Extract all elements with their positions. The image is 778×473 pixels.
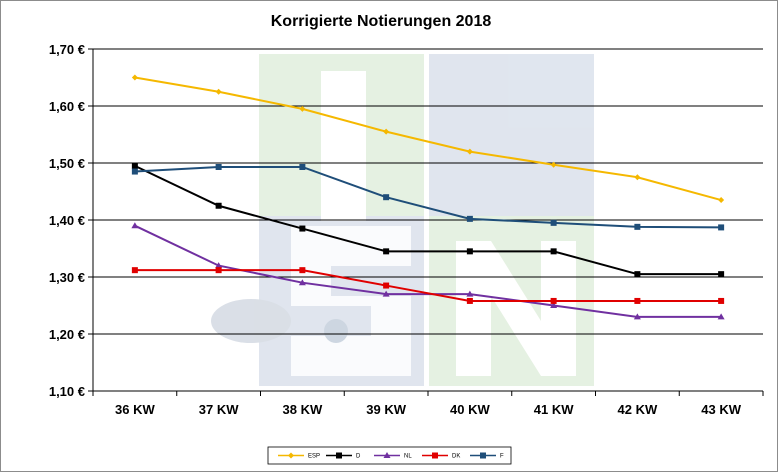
legend-entry-dk: DK bbox=[422, 452, 460, 460]
legend-label-f: F bbox=[500, 454, 504, 460]
data-point-dk bbox=[718, 297, 725, 304]
legend-entry-esp: ESP bbox=[278, 452, 320, 460]
series-line-f bbox=[134, 165, 722, 229]
data-point-f bbox=[299, 163, 306, 170]
data-point-dk bbox=[634, 297, 641, 304]
series-line-d bbox=[134, 164, 722, 276]
axes: 1,10 € 1,20 € 1,30 € 1,40 € 1,50 € 1,60 € 1,70… bbox=[49, 42, 764, 417]
x-tick-label: 40 KW bbox=[450, 402, 490, 417]
data-point-d bbox=[550, 248, 557, 255]
x-tick-label: 37 KW bbox=[199, 402, 239, 417]
data-point-dk bbox=[215, 267, 222, 274]
data-point-dk bbox=[299, 267, 306, 274]
data-point-f bbox=[215, 163, 222, 170]
y-tick-label: 1,40 € bbox=[49, 213, 85, 228]
series-esp bbox=[131, 74, 725, 204]
y-tick-label: 1,60 € bbox=[49, 99, 85, 114]
data-point-dk bbox=[131, 267, 138, 274]
series-line-dk bbox=[134, 269, 722, 302]
data-point-esp bbox=[131, 74, 138, 81]
data-point-f bbox=[550, 219, 557, 226]
x-tick-label: 42 KW bbox=[618, 402, 658, 417]
x-tick-label: 41 KW bbox=[534, 402, 574, 417]
data-point-nl bbox=[215, 262, 223, 269]
legend: ESP D NL DK F bbox=[267, 446, 512, 465]
legend-marker-d bbox=[336, 452, 342, 459]
chart-title: Korrigierte Notierungen 2018 bbox=[271, 13, 492, 30]
grid-lines bbox=[93, 48, 763, 392]
data-point-f bbox=[383, 194, 390, 201]
data-point-f bbox=[718, 224, 725, 231]
data-point-nl bbox=[633, 313, 641, 320]
data-point-esp bbox=[718, 197, 725, 204]
data-point-f bbox=[131, 168, 138, 175]
legend-entry-f: F bbox=[470, 452, 504, 460]
data-point-d bbox=[215, 202, 222, 209]
data-point-d bbox=[634, 271, 641, 278]
y-tick-label: 1,50 € bbox=[49, 156, 85, 171]
data-point-esp bbox=[550, 161, 557, 168]
data-point-nl bbox=[131, 222, 139, 229]
data-point-f bbox=[634, 223, 641, 230]
data-point-esp bbox=[634, 174, 641, 181]
y-tick-label: 1,70 € bbox=[49, 42, 85, 57]
legend-marker-f bbox=[480, 452, 486, 459]
data-point-d bbox=[131, 162, 138, 169]
data-point-nl bbox=[382, 290, 390, 297]
legend-label-nl: NL bbox=[404, 454, 412, 460]
series-dk bbox=[131, 267, 725, 304]
data-point-d bbox=[299, 225, 306, 232]
data-point-f bbox=[466, 215, 473, 222]
legend-marker-dk bbox=[432, 452, 438, 459]
legend-entry-d: D bbox=[326, 452, 361, 460]
series-layer bbox=[131, 74, 725, 320]
x-tick-label: 38 KW bbox=[283, 402, 323, 417]
series-f bbox=[131, 163, 725, 231]
legend-entry-nl: NL bbox=[374, 452, 412, 460]
series-d bbox=[131, 162, 725, 278]
legend-label-esp: ESP bbox=[308, 454, 320, 460]
data-point-nl bbox=[298, 279, 306, 286]
data-point-d bbox=[466, 248, 473, 255]
legend-label-d: D bbox=[356, 454, 361, 460]
data-point-nl bbox=[717, 313, 725, 320]
data-point-esp bbox=[466, 148, 473, 155]
data-point-esp bbox=[215, 88, 222, 95]
data-point-esp bbox=[383, 128, 390, 135]
y-tick-label: 1,30 € bbox=[49, 270, 85, 285]
x-tick-label: 43 KW bbox=[701, 402, 741, 417]
data-point-nl bbox=[550, 302, 558, 308]
legend-marker-nl bbox=[383, 452, 391, 458]
data-point-d bbox=[718, 271, 725, 278]
data-point-esp bbox=[299, 105, 306, 112]
data-point-nl bbox=[466, 290, 474, 297]
data-point-dk bbox=[383, 282, 390, 289]
x-tick-label: 36 KW bbox=[115, 402, 155, 417]
series-line-esp bbox=[134, 76, 722, 202]
x-tick-label: 39 KW bbox=[366, 402, 406, 417]
y-tick-label: 1,10 € bbox=[49, 384, 85, 399]
y-tick-label: 1,20 € bbox=[49, 327, 85, 342]
series-line-nl bbox=[134, 224, 722, 318]
data-point-dk bbox=[466, 297, 473, 304]
data-point-d bbox=[383, 248, 390, 255]
legend-marker-esp bbox=[288, 452, 294, 459]
data-point-dk bbox=[550, 297, 557, 304]
legend-label-dk: DK bbox=[452, 454, 460, 460]
